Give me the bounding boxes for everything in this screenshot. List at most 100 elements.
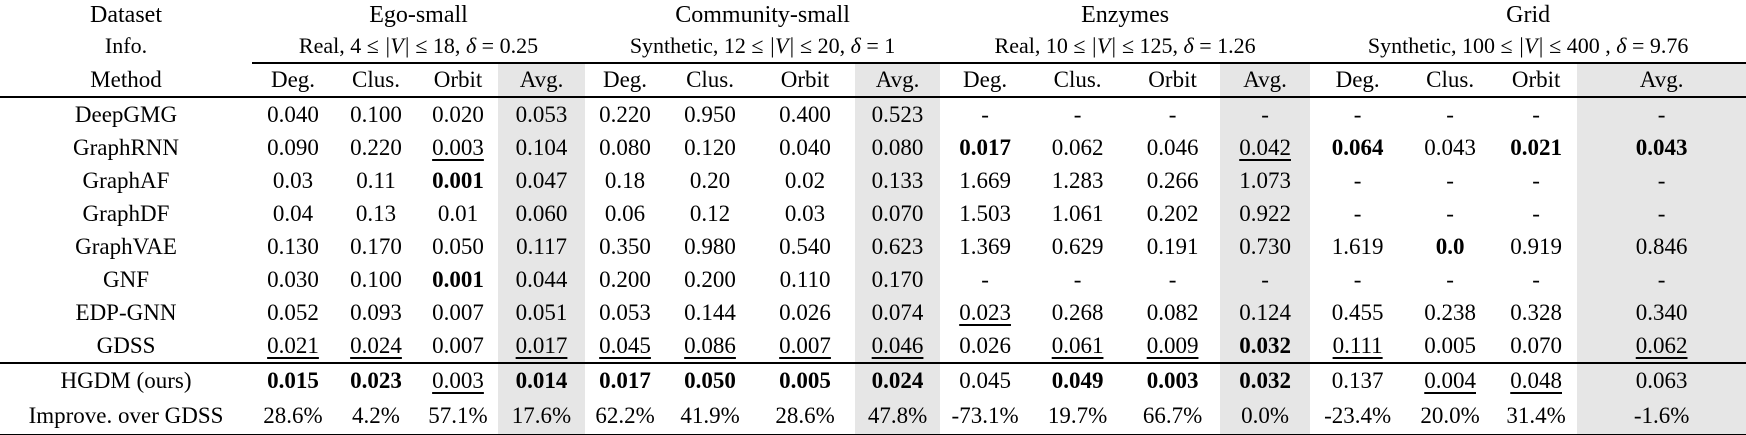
cell-value: 0.110 (779, 266, 831, 292)
cell-value: 0.268 (1051, 299, 1104, 325)
cell-value: 0.009 (1146, 332, 1199, 358)
value-cell: 62.2% (585, 398, 666, 435)
group-info: Synthetic, 100 ≤ |V| ≤ 400 , δ = 9.76 (1310, 30, 1746, 64)
cell-value: 0.080 (599, 134, 651, 160)
cell-value: 28.6% (263, 403, 323, 429)
cell-value: 0.100 (350, 101, 402, 127)
avg-value-cell: 0.062 (1577, 329, 1746, 363)
value-cell: - (1495, 197, 1577, 230)
value-cell: 0.005 (1405, 329, 1495, 363)
value-cell: 0.170 (334, 230, 418, 263)
cell-value: 0.049 (1051, 368, 1104, 394)
cell-value: 0.046 (871, 332, 924, 358)
value-cell: 0.001 (418, 164, 498, 197)
cell-value: -73.1% (951, 403, 1019, 429)
cell-value: 66.7% (1142, 403, 1203, 429)
cell-value: 0.082 (1146, 299, 1199, 325)
value-cell: 0.12 (665, 197, 755, 230)
value-cell: 4.2% (334, 398, 418, 435)
avg-value-cell: 0.032 (1220, 362, 1311, 398)
cell-value: 0.074 (871, 299, 924, 325)
value-cell: 0.137 (1310, 362, 1406, 398)
value-cell: 0.950 (665, 97, 755, 131)
cell-value: 0.024 (350, 332, 402, 358)
cell-value: 0.340 (1635, 299, 1688, 325)
cell-value: - (1446, 167, 1454, 193)
metric-header: Avg. (498, 63, 586, 98)
avg-value-cell: 0.104 (498, 131, 586, 164)
cell-value: 0.043 (1424, 134, 1476, 160)
value-cell: 0.100 (334, 263, 418, 296)
value-cell: 0.053 (585, 296, 665, 329)
cell-value: 0.130 (267, 233, 319, 259)
value-cell: - (1310, 263, 1405, 296)
cell-value: 1.283 (1051, 167, 1104, 193)
value-cell: 0.11 (334, 164, 418, 197)
cell-value: 0.220 (599, 101, 651, 127)
metric-header: Avg. (855, 63, 941, 98)
cell-value: - (1532, 200, 1540, 226)
value-cell: - (1495, 97, 1577, 131)
value-cell: 0.052 (252, 296, 334, 329)
value-cell: 0.110 (755, 263, 855, 296)
value-cell: 0.005 (755, 362, 856, 398)
cell-value: 0.014 (515, 368, 568, 394)
avg-value-cell: 0.0% (1220, 398, 1311, 435)
value-cell: 0.024 (334, 329, 418, 363)
cell-value: 0.070 (1510, 332, 1562, 358)
cell-value: 57.1% (428, 403, 488, 429)
avg-value-cell: 17.6% (498, 398, 586, 435)
value-cell: 0.629 (1030, 230, 1125, 263)
cell-value: 0.202 (1146, 200, 1199, 226)
value-cell: 0.350 (585, 230, 665, 263)
value-cell: 0.004 (1405, 362, 1496, 398)
avg-value-cell: - (1220, 263, 1311, 296)
cell-value: 0.064 (1331, 134, 1384, 160)
cell-value: 0.144 (684, 299, 736, 325)
value-cell: 0.03 (755, 197, 855, 230)
cell-value: 0.042 (1239, 134, 1291, 160)
cell-value: 0.020 (432, 101, 484, 127)
cell-value: - (1168, 266, 1177, 292)
cell-value: 0.980 (684, 233, 736, 259)
value-cell: 0.007 (755, 329, 855, 363)
cell-value: 0.111 (1332, 332, 1383, 358)
corner-label-info: Info. (104, 33, 148, 59)
value-cell: 66.7% (1125, 398, 1221, 435)
value-cell: - (1030, 263, 1125, 296)
cell-value: 0.919 (1510, 233, 1562, 259)
metric-header: Avg. (1577, 63, 1746, 98)
value-cell: 0.015 (252, 362, 334, 398)
avg-value-cell: 0.060 (498, 197, 586, 230)
avg-value-cell: - (1577, 164, 1746, 197)
value-cell: 0.023 (940, 296, 1030, 329)
value-cell: 0.01 (418, 197, 498, 230)
method-name: Improve. over GDSS (0, 398, 252, 435)
value-cell: 1.619 (1310, 230, 1405, 263)
cell-value: 0.053 (515, 101, 568, 127)
cell-value: 0.050 (684, 368, 736, 394)
value-cell: 0.043 (1405, 131, 1495, 164)
avg-value-cell: - (1577, 197, 1746, 230)
cell-value: 17.6% (511, 403, 572, 429)
cell-value: 0.13 (355, 200, 397, 226)
cell-value: 0.045 (599, 332, 651, 358)
cell-value: 1.073 (1239, 167, 1291, 193)
cell-value: 0.20 (689, 167, 731, 193)
cell-value: 0.03 (784, 200, 826, 226)
value-cell: 0.050 (665, 362, 756, 398)
avg-value-cell: 0.047 (498, 164, 586, 197)
cell-value: 0.117 (516, 233, 567, 259)
cell-value: 0.032 (1239, 368, 1291, 394)
value-cell: 0.080 (585, 131, 665, 164)
value-cell: 1.061 (1030, 197, 1125, 230)
cell-value: 0.001 (432, 167, 484, 193)
cell-value: 0.026 (959, 332, 1011, 358)
value-cell: 0.086 (665, 329, 755, 363)
cell-value: 0.02 (784, 167, 826, 193)
value-cell: 0.003 (418, 362, 498, 398)
cell-value: 31.4% (1506, 403, 1566, 429)
cell-value: - (1532, 266, 1540, 292)
cell-value: - (1657, 200, 1666, 226)
cell-value: 1.061 (1051, 200, 1104, 226)
